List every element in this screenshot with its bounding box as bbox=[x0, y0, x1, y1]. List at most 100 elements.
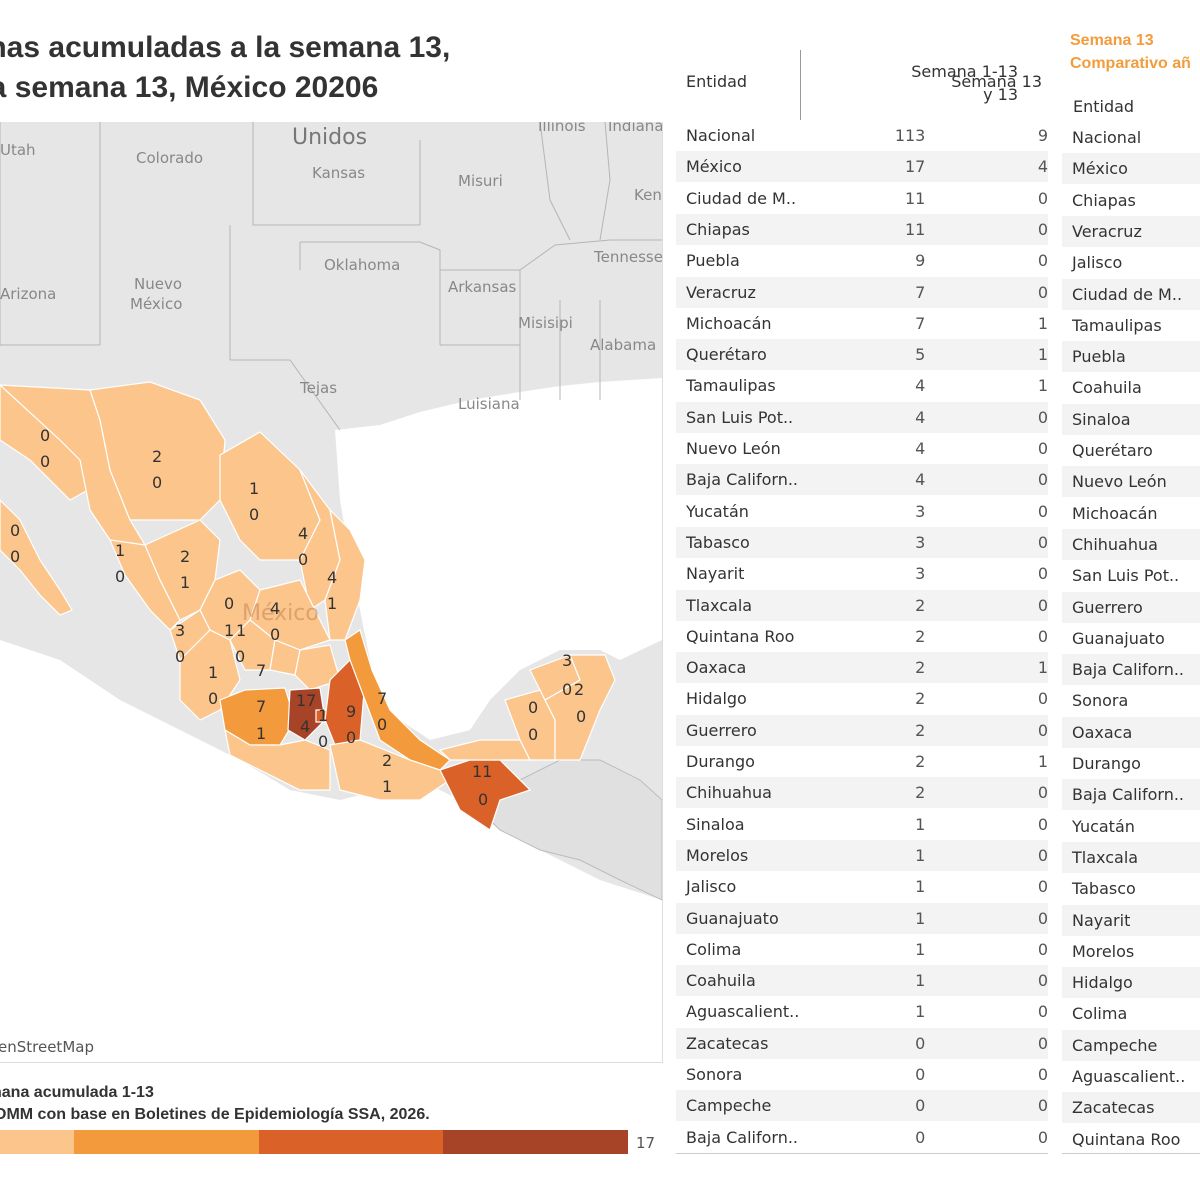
table1-cell-week: 0 bbox=[1037, 532, 1048, 552]
table1-row[interactable]: Baja Californ.. 0 0 bbox=[676, 1122, 1048, 1153]
table2-row[interactable]: Sonora bbox=[1062, 685, 1200, 716]
label-yucatan-acc: 3 bbox=[562, 651, 572, 670]
table2-row[interactable]: Campeche bbox=[1062, 1029, 1200, 1061]
table1-cell-accumulated: 1 bbox=[915, 845, 926, 865]
table2-row[interactable]: México bbox=[1062, 153, 1200, 185]
table2-row[interactable]: Coahuila bbox=[1062, 372, 1200, 403]
label-tamaulipas-acc: 4 bbox=[327, 568, 337, 587]
table2-row[interactable]: Hidalgo bbox=[1062, 967, 1200, 999]
table1-row[interactable]: Hidalgo 2 0 bbox=[676, 683, 1048, 714]
table2-row[interactable]: Nuevo León bbox=[1062, 466, 1200, 498]
table1-row[interactable]: Colima 1 0 bbox=[676, 934, 1048, 965]
table1-row[interactable]: Nuevo León 4 0 bbox=[676, 433, 1048, 464]
table1-cell-accumulated: 17 bbox=[905, 157, 926, 177]
table2-row[interactable]: Guanajuato bbox=[1062, 623, 1200, 654]
table2-row[interactable]: Jalisco bbox=[1062, 247, 1200, 278]
label-tennessee: Tennesse bbox=[593, 248, 662, 266]
table2-cell-entity: Veracruz bbox=[1072, 221, 1142, 241]
table2-row[interactable]: Quintana Roo bbox=[1062, 1124, 1200, 1155]
table1-row[interactable]: San Luis Pot.. 4 0 bbox=[676, 401, 1048, 433]
table2-row[interactable]: Colima bbox=[1062, 998, 1200, 1029]
table1-row[interactable]: Campeche 0 0 bbox=[676, 1090, 1048, 1122]
table1-row[interactable]: Morelos 1 0 bbox=[676, 839, 1048, 871]
table1-row[interactable]: Zacatecas 0 0 bbox=[676, 1027, 1048, 1059]
table2-row[interactable]: Yucatán bbox=[1062, 811, 1200, 842]
table1-row[interactable]: Aguascalient.. 1 0 bbox=[676, 996, 1048, 1027]
table1-row[interactable]: Yucatán 3 0 bbox=[676, 496, 1048, 527]
table1-cell-entity: Chihuahua bbox=[686, 783, 772, 803]
table1-row[interactable]: Oaxaca 2 1 bbox=[676, 652, 1048, 684]
table2-row[interactable]: Michoacán bbox=[1062, 498, 1200, 529]
table1-row[interactable]: Guerrero 2 0 bbox=[676, 714, 1048, 746]
map-attribution[interactable]: enStreetMap bbox=[0, 1036, 100, 1058]
choropleth-map[interactable]: Utah Colorado Unidos Kansas Misuri Illin… bbox=[0, 122, 663, 1063]
table1-row[interactable]: Chiapas 11 0 bbox=[676, 213, 1048, 245]
table1-row[interactable]: Jalisco 1 0 bbox=[676, 871, 1048, 902]
table1-cell-accumulated: 4 bbox=[915, 376, 926, 396]
table2-row[interactable]: Zacatecas bbox=[1062, 1092, 1200, 1124]
table1-row[interactable]: Coahuila 1 0 bbox=[676, 965, 1048, 997]
table1-row[interactable]: Tlaxcala 2 0 bbox=[676, 589, 1048, 621]
table2-row[interactable]: Veracruz bbox=[1062, 215, 1200, 247]
table2-row[interactable]: Oaxaca bbox=[1062, 716, 1200, 748]
table1-cell-week: 0 bbox=[1037, 877, 1048, 897]
table1-cell-week: 1 bbox=[1037, 752, 1048, 771]
table2-cell-entity: Guanajuato bbox=[1072, 628, 1165, 648]
table2-cell-entity: Coahuila bbox=[1072, 378, 1142, 398]
table1-row[interactable]: Michoacán 7 1 bbox=[676, 308, 1048, 339]
table1-row[interactable]: Veracruz 7 0 bbox=[676, 276, 1048, 308]
table2-row[interactable]: Querétaro bbox=[1062, 435, 1200, 466]
label-sinaloa-week: 0 bbox=[115, 567, 125, 586]
table2-row[interactable]: Durango bbox=[1062, 748, 1200, 779]
table2-row[interactable]: Puebla bbox=[1062, 341, 1200, 373]
table2-row[interactable]: Sinaloa bbox=[1062, 403, 1200, 435]
table1-cell-week: 0 bbox=[1037, 689, 1048, 709]
table1-cell-entity: Tabasco bbox=[686, 532, 750, 552]
table1-row[interactable]: Nayarit 3 0 bbox=[676, 558, 1048, 589]
table1-cell-week: 0 bbox=[1037, 626, 1048, 646]
table2-row[interactable]: Chiapas bbox=[1062, 185, 1200, 216]
table2-row[interactable]: Ciudad de M.. bbox=[1062, 278, 1200, 310]
table1-cell-week: 0 bbox=[1037, 470, 1048, 490]
table1-row[interactable]: Nacional 113 9 bbox=[676, 120, 1048, 151]
table2-header-line2: Comparativo añ bbox=[1070, 55, 1191, 72]
label-luisiana: Luisiana bbox=[458, 395, 520, 413]
table1-row[interactable]: Quintana Roo 2 0 bbox=[676, 621, 1048, 652]
table2-row[interactable]: Guerrero bbox=[1062, 591, 1200, 623]
table2-cell-entity: México bbox=[1072, 159, 1128, 179]
table2-row[interactable]: Nacional bbox=[1062, 122, 1200, 153]
table2-row[interactable]: Baja Californ.. bbox=[1062, 779, 1200, 811]
table1-row[interactable]: Querétaro 5 1 bbox=[676, 339, 1048, 371]
table2-row[interactable]: Tlaxcala bbox=[1062, 841, 1200, 873]
table2-row[interactable]: Tabasco bbox=[1062, 873, 1200, 904]
label-misisipi: Misisipi bbox=[518, 314, 573, 332]
table1-row[interactable]: Sinaloa 1 0 bbox=[676, 809, 1048, 840]
table2-row[interactable]: Nayarit bbox=[1062, 904, 1200, 936]
us-borders bbox=[0, 122, 662, 431]
table1-cell-accumulated: 113 bbox=[894, 126, 926, 145]
table1-cell-week: 1 bbox=[1037, 345, 1048, 365]
table1-row[interactable]: Guanajuato 1 0 bbox=[676, 902, 1048, 934]
table1-cell-entity: Durango bbox=[686, 752, 755, 771]
label-slp-week: 0 bbox=[270, 625, 280, 644]
table1-row[interactable]: Baja Californ.. 4 0 bbox=[676, 464, 1048, 496]
table1-row[interactable]: Tamaulipas 4 1 bbox=[676, 370, 1048, 401]
title-line-2: en la semana 13, México 20206 bbox=[0, 71, 379, 104]
table2-cell-entity: Michoacán bbox=[1072, 503, 1158, 523]
table2-row[interactable]: Chihuahua bbox=[1062, 528, 1200, 560]
table1-row[interactable]: Tabasco 3 0 bbox=[676, 526, 1048, 558]
table1-row[interactable]: México 17 4 bbox=[676, 151, 1048, 183]
table1-row[interactable]: Durango 2 1 bbox=[676, 746, 1048, 777]
table2-row[interactable]: Baja Californ.. bbox=[1062, 654, 1200, 686]
table1-row[interactable]: Chihuahua 2 0 bbox=[676, 777, 1048, 809]
table2-row[interactable]: Aguascalient.. bbox=[1062, 1061, 1200, 1092]
table1-row[interactable]: Ciudad de M.. 11 0 bbox=[676, 183, 1048, 214]
label-kentucky: Ken bbox=[634, 186, 662, 204]
table2-row[interactable]: San Luis Pot.. bbox=[1062, 560, 1200, 591]
table1-row[interactable]: Puebla 9 0 bbox=[676, 245, 1048, 276]
table1-cell-accumulated: 2 bbox=[915, 626, 926, 646]
table1-row[interactable]: Sonora 0 0 bbox=[676, 1059, 1048, 1090]
table2-row[interactable]: Morelos bbox=[1062, 936, 1200, 967]
table2-row[interactable]: Tamaulipas bbox=[1062, 310, 1200, 341]
table1-cell-accumulated: 11 bbox=[905, 219, 926, 239]
